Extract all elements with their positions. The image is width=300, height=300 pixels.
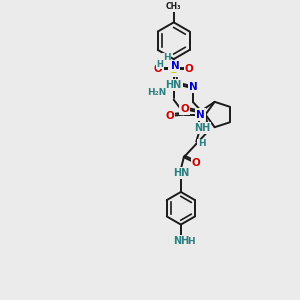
Text: H: H <box>156 60 163 69</box>
Text: S: S <box>169 63 178 76</box>
Text: NH: NH <box>194 123 210 133</box>
Text: N: N <box>189 82 198 92</box>
Text: CH₃: CH₃ <box>166 2 182 11</box>
Text: NH: NH <box>173 236 189 246</box>
Text: N: N <box>196 110 205 119</box>
Text: O: O <box>185 64 194 74</box>
Text: H: H <box>187 237 194 246</box>
Text: N: N <box>171 61 179 71</box>
Text: HN: HN <box>166 80 182 90</box>
Text: H: H <box>198 140 206 148</box>
Text: H: H <box>163 53 170 62</box>
Text: O: O <box>180 104 189 114</box>
Text: O: O <box>165 111 174 121</box>
Text: H₂N: H₂N <box>148 88 167 98</box>
Text: O: O <box>154 64 163 74</box>
Text: HN: HN <box>173 168 189 178</box>
Text: O: O <box>192 158 201 168</box>
